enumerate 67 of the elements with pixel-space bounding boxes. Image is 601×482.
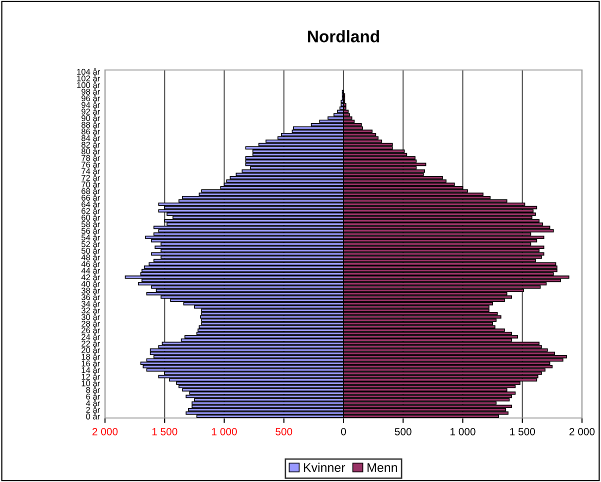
y-tick-label: 16 år [82,360,100,366]
x-tick-label: 500 [276,428,292,436]
y-tick-label: 82 år [82,140,100,148]
y-tick-label: 20 år [82,346,100,354]
x-tick-label: 0 [341,428,346,436]
y-tick-label: 44 år [81,266,100,274]
y-tick-label: 74 år [82,167,100,174]
y-tick-label: 76 år [82,160,100,168]
y-tick-label: 50 år [81,246,100,254]
y-tick-label: 12 år [82,372,100,380]
y-tick-label: 40 år [81,280,100,287]
y-tick-label: 90 år [82,114,100,122]
y-tick-label: 0 år [86,412,100,420]
y-tick-label: 60 år [82,214,100,221]
y-tick-label: 36 år [81,293,100,300]
y-tick-label: 46 år [81,260,100,267]
x-tick-label: 1 000 [212,428,237,436]
y-tick-label: 6 år [86,392,100,400]
y-tick-label: 66 år [82,194,100,201]
y-tick-label: 34 år [81,300,100,307]
y-tick-label: 48 år [81,254,100,260]
y-tick-label: 72 år [82,174,100,181]
chart-title: Nordland [308,30,379,42]
y-tick-label: 4 år [86,399,100,406]
y-tick-label: 94 år [82,101,100,108]
y-tick-label: 8 år [86,386,100,393]
bar [343,103,346,106]
y-tick-label: 68 år [82,187,100,194]
legend-label: Kvinner [304,462,346,472]
y-tick-label: 56 år [81,227,100,234]
y-tick-label: 26 år [82,326,100,334]
y-tick-label: 92 år [82,108,100,115]
y-tick-label: 30 år [81,313,100,320]
x-tick-label: 2 000 [92,428,118,436]
y-tick-label: 98 år [82,88,100,95]
y-tick-label: 10 år [82,380,100,386]
y-tick-label: 58 år [81,220,100,228]
y-tick-label: 38 år [81,286,100,294]
x-tick-label: 1 000 [450,428,476,436]
y-tick-label: 70 år [82,180,100,188]
y-tick-label: 102 år [77,74,100,82]
y-tick-label: 28 år [82,320,100,327]
x-tick-label: 1 500 [152,428,178,436]
y-tick-label: 18 år [82,352,100,360]
y-tick-label: 78 år [82,154,100,161]
y-tick-label: 2 år [86,406,100,413]
y-tick-label: 86 år [82,128,100,134]
x-tick-label: 500 [394,428,412,436]
y-tick-label: 52 år [81,240,100,248]
legend-label: Menn [368,463,398,472]
y-tick-label: 64 år [82,200,100,208]
y-tick-label: 80 år [82,148,100,154]
y-tick-label: 84 år [82,134,100,142]
y-tick-label: 100 år [77,81,100,88]
y-tick-label: 104 år [77,68,100,75]
y-tick-label: 14 år [82,366,100,374]
y-tick-label: 96 år [82,94,100,102]
x-tick-label: 2 000 [569,428,595,436]
y-tick-label: 32 år [81,306,100,314]
bar [343,106,346,110]
y-tick-label: 42 år [81,273,100,280]
y-tick-label: 24 år [82,333,100,340]
y-tick-label: 54 år [81,234,100,240]
y-tick-label: 62 år [82,207,100,214]
y-tick-label: 88 år [82,120,100,128]
x-tick-label: 1 500 [510,428,535,436]
y-tick-label: 22 år [82,340,100,347]
